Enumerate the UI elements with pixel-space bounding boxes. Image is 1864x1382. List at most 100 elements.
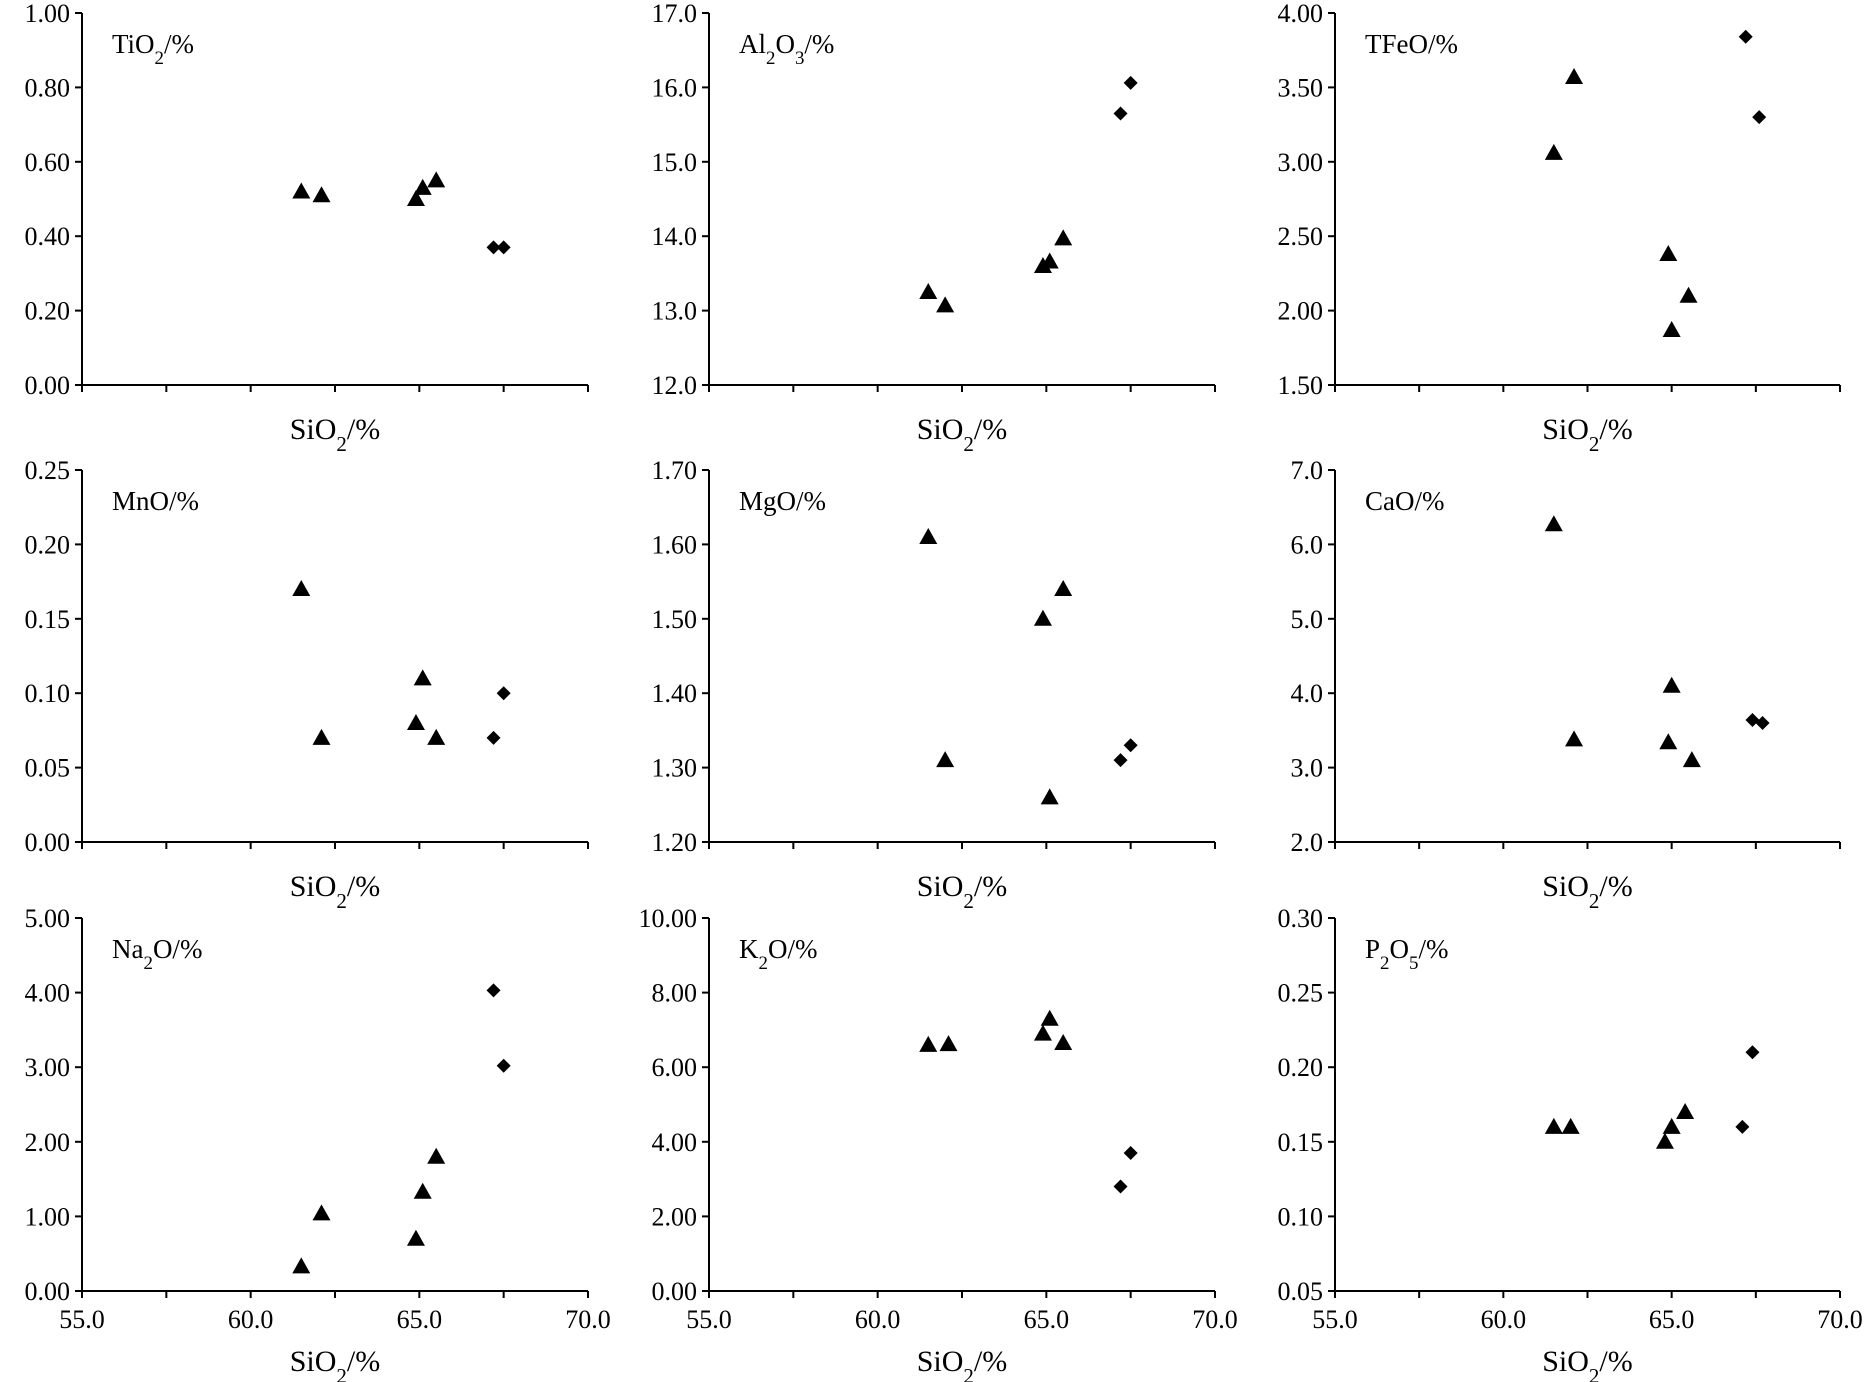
y-tick-label: 6.00 [652, 1053, 698, 1082]
label-part: /% [347, 413, 380, 446]
y-tick-label: 0.00 [25, 371, 71, 400]
scatter-panel-5: 1.20 1.30 1.40 1.50 1.60 1.70 MgO/% SiO2/% [652, 456, 1216, 913]
panel-label: Na2O/% [112, 934, 202, 974]
panel-label: MgO/% [739, 486, 826, 516]
y-tick-label: 2.00 [1278, 297, 1324, 326]
x-tick-label: 70.0 [565, 1305, 611, 1334]
y-tick-label: 0.20 [25, 530, 71, 559]
x-tick-label: 65.0 [1649, 1305, 1695, 1334]
triangle-point [1659, 245, 1678, 262]
panel-label: TFeO/% [1365, 29, 1458, 59]
triangle-point [427, 1147, 446, 1164]
scatter-panel-6: 2.0 3.0 4.0 5.0 6.0 7.0 CaO/% SiO2/% [1291, 456, 1841, 913]
diamond-point [1745, 712, 1760, 727]
label-part: SiO [290, 1345, 337, 1378]
label-part: /% [974, 413, 1007, 446]
triangle-point [1544, 515, 1563, 532]
triangle-point [312, 1204, 331, 1221]
label-part: /% [1599, 1345, 1632, 1378]
subscript: 2 [963, 432, 974, 456]
triangle-point [1662, 676, 1681, 693]
y-tick-label: 3.0 [1291, 754, 1324, 783]
subscript: 2 [963, 889, 974, 913]
diamond-point [1755, 715, 1770, 730]
triangle-point [1054, 580, 1073, 597]
y-tick-label: 1.60 [652, 530, 698, 559]
y-tick-label: 0.40 [25, 222, 71, 251]
y-tick-label: 0.25 [1278, 979, 1324, 1008]
y-tick-label: 1.00 [25, 1202, 71, 1231]
diamond-point [1738, 29, 1753, 44]
subscript: 5 [1409, 953, 1418, 974]
y-tick-label: 0.60 [25, 148, 71, 177]
diamond-point [1113, 106, 1128, 121]
x-axis-label: SiO2/% [290, 413, 381, 456]
label-part: /% [804, 29, 834, 59]
label-part: /% [347, 870, 380, 903]
y-tick-label: 0.15 [1278, 1128, 1324, 1157]
label-part: SiO [1542, 870, 1589, 903]
triangle-point [406, 1229, 425, 1246]
y-tick-label: 3.00 [1278, 148, 1324, 177]
subscript: 2 [336, 889, 347, 913]
diamond-point [486, 983, 501, 998]
x-tick-label: 55.0 [59, 1305, 105, 1334]
scatter-panel-9: 0.05 0.10 0.15 0.20 0.25 0.30 55.0 60.0 65.0 70.0… [1278, 904, 1863, 1382]
y-tick-label: 1.40 [652, 679, 698, 708]
x-tick-label: 60.0 [855, 1305, 901, 1334]
y-tick-label: 17.0 [652, 0, 698, 28]
subscript: 2 [759, 953, 768, 974]
triangle-point [427, 728, 446, 745]
triangle-point [406, 190, 425, 206]
y-tick-label: 2.0 [1291, 828, 1324, 857]
label-part: TFeO/% [1365, 29, 1458, 59]
y-tick-label: 0.20 [1278, 1053, 1324, 1082]
triangle-point [1033, 1024, 1052, 1041]
y-tick-label: 4.0 [1291, 679, 1324, 708]
triangle-point [1565, 730, 1584, 747]
triangle-point [292, 182, 311, 199]
triangle-point [1054, 229, 1073, 246]
y-tick-label: 0.30 [1278, 904, 1324, 933]
triangle-point [1662, 1117, 1681, 1134]
diamond-point [486, 730, 501, 745]
y-tick-label: 4.00 [1278, 0, 1324, 28]
y-tick-label: 3.00 [25, 1053, 71, 1082]
subscript: 2 [1589, 889, 1600, 913]
y-tick-label: 1.50 [652, 605, 698, 634]
label-part: Al [739, 29, 766, 59]
label-part: MnO/% [112, 486, 199, 516]
y-tick-label: 14.0 [652, 222, 698, 251]
triangle-point [939, 1035, 958, 1052]
y-tick-label: 0.80 [25, 73, 71, 102]
subscript: 3 [795, 48, 804, 69]
panel-label: CaO/% [1365, 486, 1444, 516]
label-part: /% [1418, 934, 1448, 964]
y-tick-label: 7.0 [1291, 456, 1324, 485]
label-part: SiO [917, 1345, 964, 1378]
label-part: O [775, 29, 795, 59]
x-tick-label: 55.0 [686, 1305, 732, 1334]
subscript: 2 [1589, 1364, 1600, 1382]
panel-label: TiO2/% [112, 29, 194, 69]
label-part: /% [164, 29, 194, 59]
x-tick-label: 70.0 [1817, 1305, 1863, 1334]
label-part: CaO/% [1365, 486, 1444, 516]
y-tick-label: 4.00 [25, 979, 71, 1008]
y-tick-label: 0.25 [25, 456, 71, 485]
y-tick-label: 1.20 [652, 828, 698, 857]
triangle-point [1659, 733, 1678, 750]
triangle-point [1040, 788, 1059, 805]
subscript: 2 [155, 48, 164, 69]
y-tick-label: 0.00 [25, 1277, 71, 1306]
y-tick-label: 2.00 [652, 1202, 698, 1231]
x-axis-label: SiO2/% [290, 870, 381, 913]
triangle-point [1655, 1132, 1674, 1149]
diamond-point [1113, 1179, 1128, 1194]
y-tick-label: 1.00 [25, 0, 71, 28]
label-part: SiO [917, 413, 964, 446]
triangle-point [312, 186, 331, 203]
subscript: 2 [143, 953, 152, 974]
y-tick-label: 0.05 [1278, 1277, 1324, 1306]
y-tick-label: 2.00 [25, 1128, 71, 1157]
